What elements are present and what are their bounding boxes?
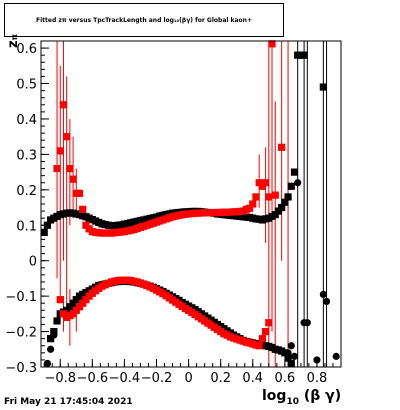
y-tick-label: −0.1	[5, 290, 37, 305]
data-point	[284, 349, 292, 357]
data-point	[56, 296, 64, 304]
x-tick-label: 0.6	[275, 371, 296, 386]
axis-ticks: −0.3−0.2−0.100.10.20.30.40.50.6−0.8 −0.6−…	[5, 40, 342, 386]
data-point	[265, 193, 273, 201]
data-point	[287, 342, 295, 350]
data-point	[287, 182, 295, 190]
data-point	[245, 204, 254, 212]
x-axis-label: log10 (β γ)	[262, 388, 341, 407]
y-tick-label: 0.6	[16, 42, 37, 57]
data-point	[284, 193, 292, 201]
data-point	[278, 143, 286, 151]
x-tick-label: 0.2	[210, 371, 231, 386]
y-tick-label: −0.3	[5, 361, 37, 376]
data-point	[53, 317, 61, 325]
x-tick-label: −0.8	[44, 371, 76, 386]
y-tick-label: −0.2	[5, 326, 37, 341]
data-point	[265, 319, 273, 327]
chart-title-text: Fitted zπ versus TpcTrackLength and log₁…	[36, 16, 252, 24]
data-point	[252, 193, 260, 201]
plot-frame	[40, 40, 342, 368]
data-point	[261, 179, 270, 187]
y-axis-label-text: z	[6, 40, 21, 48]
data-point	[300, 51, 308, 59]
data-point	[332, 352, 340, 360]
data-point	[47, 345, 55, 353]
data-point	[66, 164, 74, 173]
chart-title: Fitted zπ versus TpcTrackLength and log₁…	[4, 3, 284, 37]
y-tick-label: 0.4	[16, 113, 37, 128]
y-tick-label: 0.2	[16, 184, 37, 199]
data-point	[278, 203, 286, 212]
y-axis-label-sub: π	[10, 34, 19, 41]
data-point	[319, 290, 327, 298]
data-point	[281, 198, 289, 206]
x-axis-label-sub: 10	[286, 397, 299, 407]
data-point	[294, 179, 302, 187]
data-point	[53, 164, 61, 173]
y-axis-label: zπ	[6, 34, 21, 48]
x-tick-label: −0.6	[77, 371, 109, 386]
data-point	[284, 354, 292, 362]
data-point	[287, 359, 295, 368]
data-point	[268, 40, 276, 48]
data-points	[40, 40, 340, 368]
y-tick-label: 0.5	[16, 78, 37, 93]
x-tick-label: 0.8	[307, 371, 328, 386]
data-point	[56, 147, 64, 155]
data-point	[319, 83, 327, 91]
x-axis-label-text: log	[262, 388, 287, 404]
x-tick-label: −0.2	[141, 371, 173, 386]
y-tick-label: 0	[29, 255, 37, 270]
data-point	[75, 189, 84, 197]
x-tick-label: 0.4	[242, 371, 263, 386]
x-tick-label: 0	[184, 371, 192, 386]
x-tick-label: −0.4	[109, 371, 141, 386]
data-point	[59, 101, 68, 109]
data-point	[290, 168, 299, 176]
data-point	[79, 205, 87, 213]
data-point	[43, 359, 52, 368]
y-tick-label: 0.3	[16, 148, 37, 163]
data-point	[290, 352, 299, 360]
x-axis-label-tail: (β γ)	[303, 388, 342, 404]
data-point	[50, 331, 58, 339]
data-point	[255, 342, 263, 350]
data-point	[47, 335, 55, 343]
y-tick-label: 0.1	[16, 219, 37, 234]
data-point	[322, 297, 331, 306]
data-point	[303, 319, 311, 327]
timestamp: Fri May 21 17:45:04 2021	[4, 397, 133, 407]
data-point	[69, 175, 77, 183]
data-point	[261, 327, 270, 336]
data-point	[271, 191, 279, 199]
data-point	[249, 200, 257, 208]
data-point	[63, 133, 71, 141]
data-point	[258, 335, 266, 343]
